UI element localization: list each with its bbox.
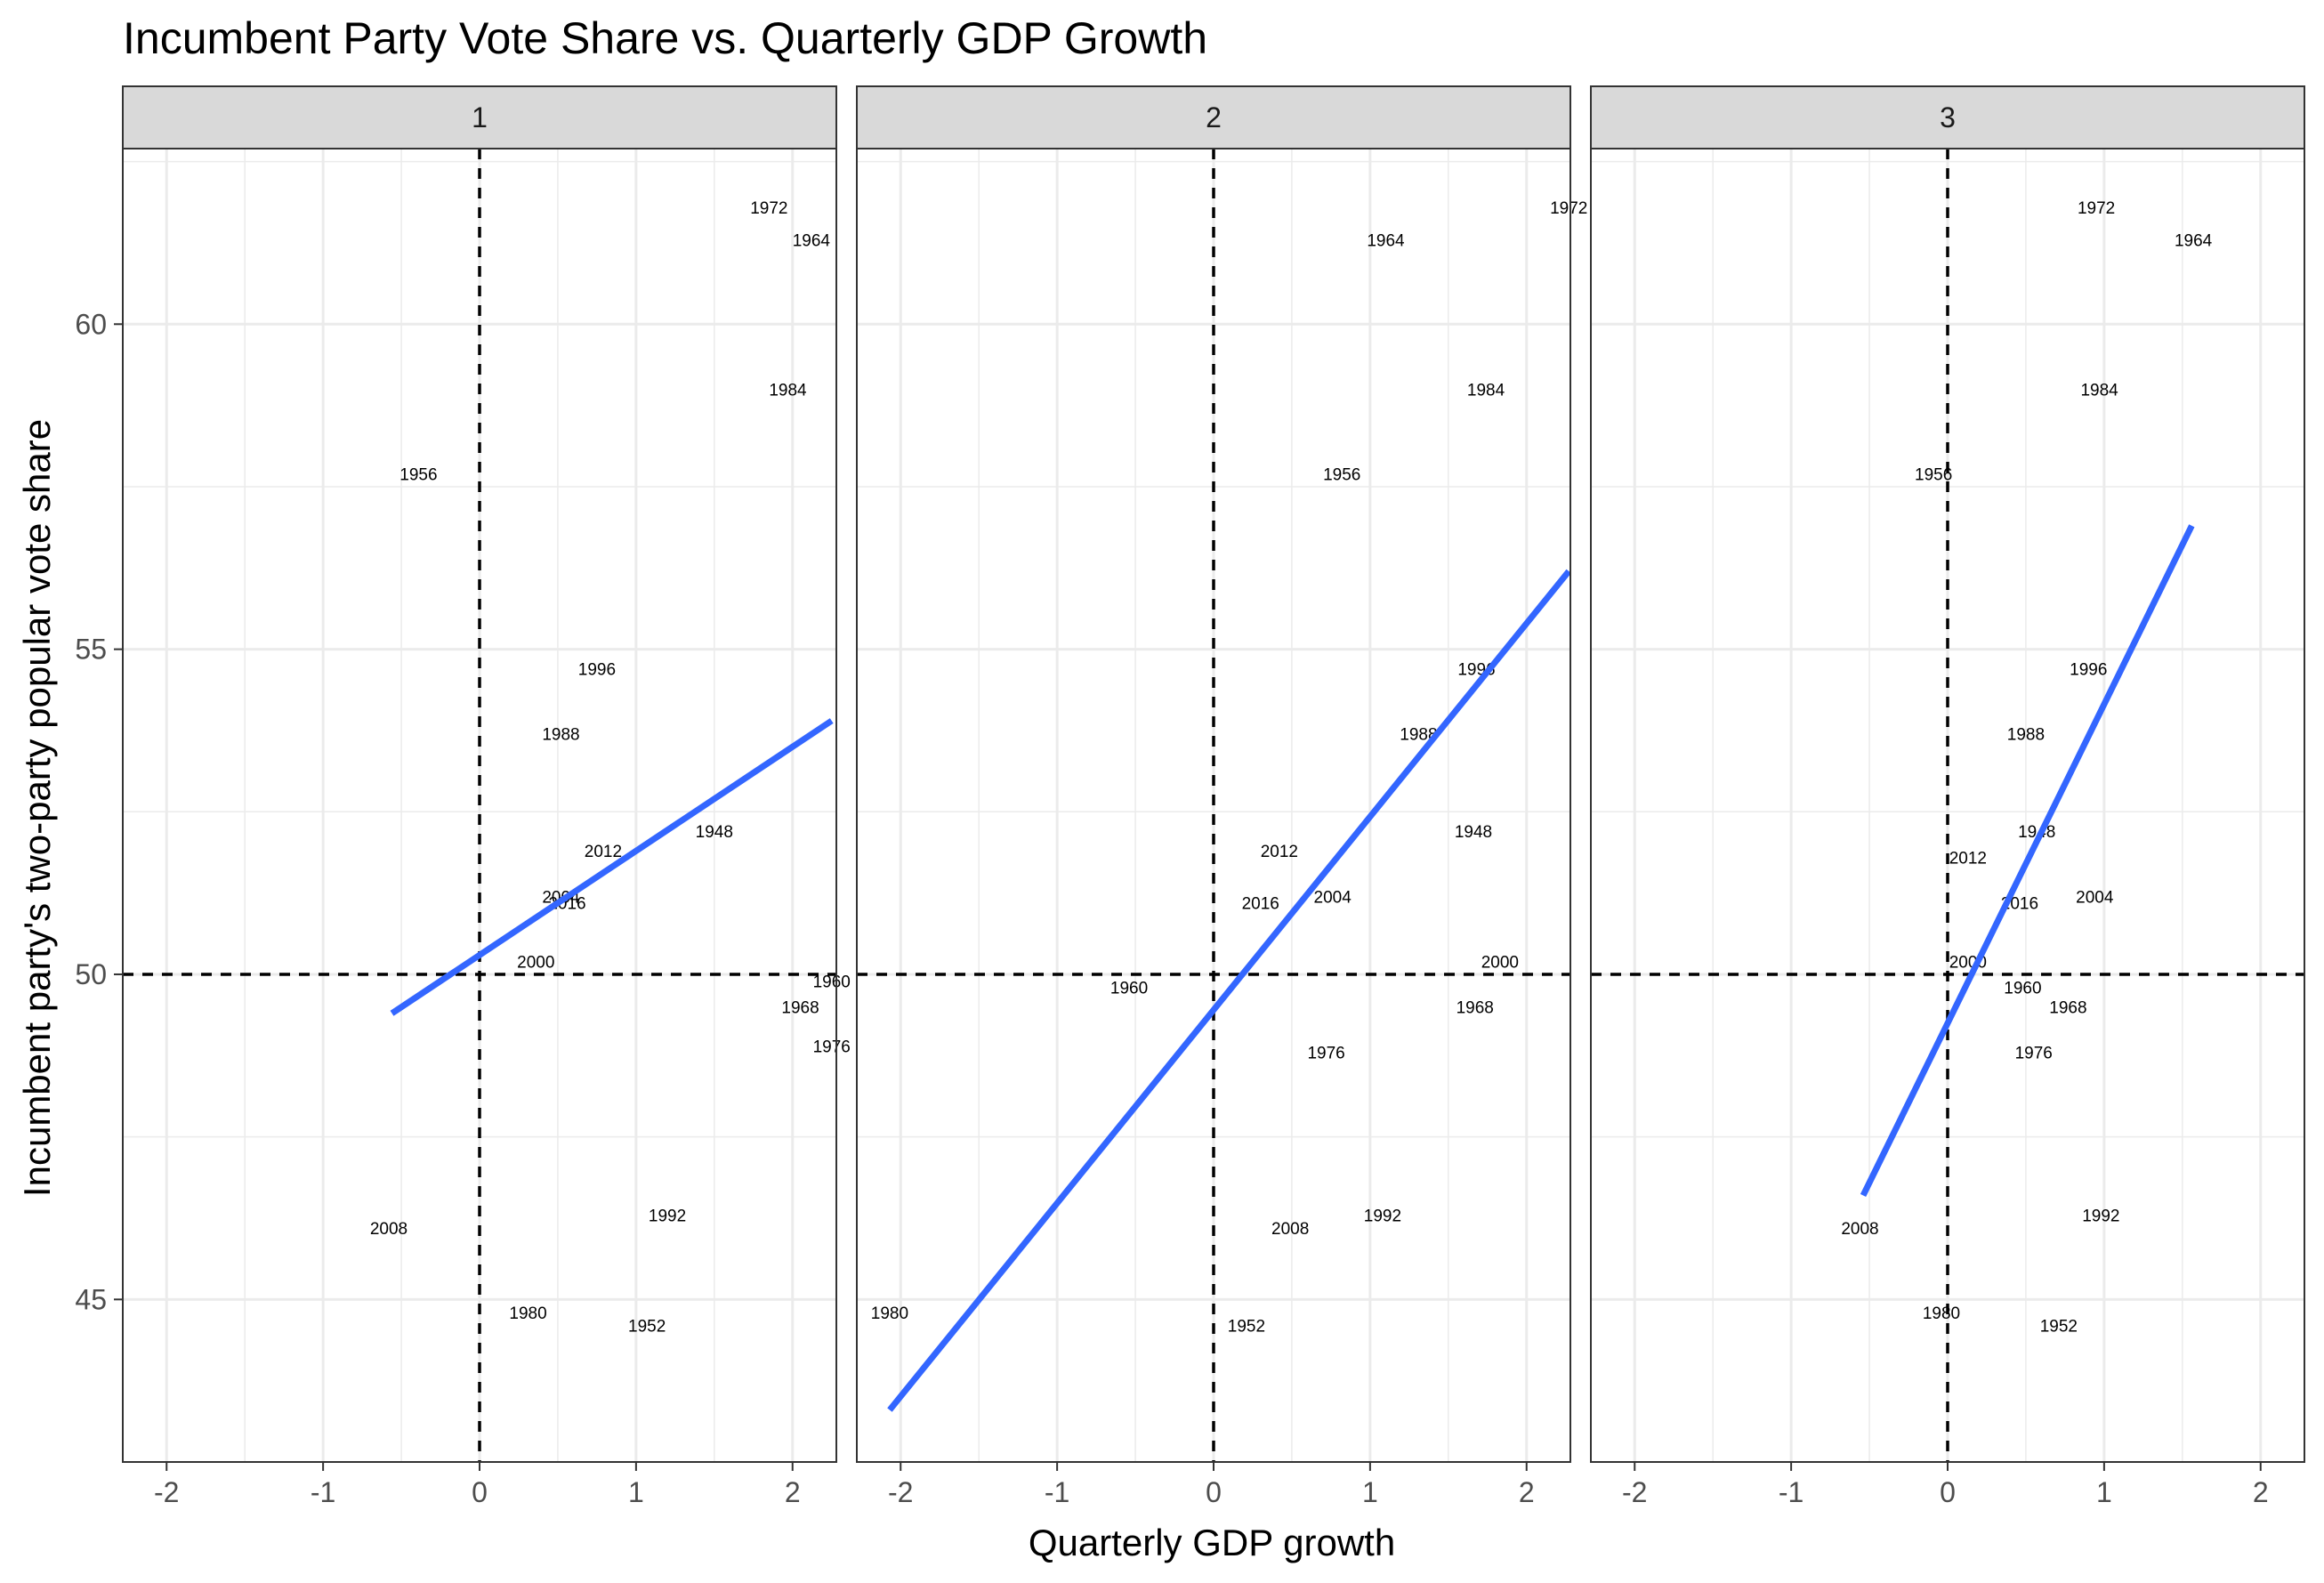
point-label: 2008 <box>1271 1220 1309 1239</box>
x-tick-label: -1 <box>1779 1476 1804 1508</box>
facet-strip <box>122 85 837 149</box>
point-label: 1992 <box>1364 1207 1401 1225</box>
point-label: 1952 <box>628 1318 666 1337</box>
point-label: 1992 <box>2082 1207 2119 1225</box>
x-axis-title: Quarterly GDP growth <box>1029 1522 1395 1563</box>
point-label: 2016 <box>1242 895 1279 914</box>
point-label: 1996 <box>2070 661 2107 680</box>
point-label: 1984 <box>1467 381 1505 400</box>
facet-strip-label: 1 <box>472 101 488 133</box>
x-tick-label: 0 <box>472 1476 488 1508</box>
chart-title: Incumbent Party Vote Share vs. Quarterly… <box>123 13 1207 63</box>
point-label: 1968 <box>2049 999 2086 1018</box>
y-tick-label: 45 <box>75 1283 107 1315</box>
point-label: 1980 <box>871 1304 908 1323</box>
point-label: 2012 <box>1949 849 1987 868</box>
point-label: 2008 <box>370 1220 408 1239</box>
x-tick-label: -2 <box>888 1476 913 1508</box>
point-label: 1964 <box>793 231 831 250</box>
panel-2: 1972196419841956199619881948201220042016… <box>856 85 1587 1508</box>
point-label: 1968 <box>781 999 819 1018</box>
x-tick-label: -2 <box>1622 1476 1647 1508</box>
point-label: 1984 <box>769 381 807 400</box>
point-label: 1988 <box>542 726 579 745</box>
panel-3: 1972196419841956199619881948201220042016… <box>1590 85 2305 1508</box>
point-label: 1952 <box>2040 1318 2078 1337</box>
x-tick-label: 1 <box>2096 1476 2112 1508</box>
point-label: 2000 <box>517 953 554 972</box>
point-label: 1976 <box>2015 1045 2053 1063</box>
point-label: 1960 <box>1110 980 1148 998</box>
point-label: 1960 <box>2004 980 2041 998</box>
x-tick-label: 0 <box>1206 1476 1222 1508</box>
facet-strip <box>856 85 1571 149</box>
y-tick-label: 55 <box>75 634 107 666</box>
point-label: 1996 <box>578 661 616 680</box>
point-label: 1948 <box>1455 823 1492 842</box>
panels: 1972196419841956199619881948201220042016… <box>75 85 2305 1508</box>
point-label: 1956 <box>399 465 437 484</box>
point-label: 1972 <box>750 199 787 218</box>
point-label: 2004 <box>2076 888 2114 907</box>
point-label: 2000 <box>1481 953 1519 972</box>
point-label: 2008 <box>1841 1220 1878 1239</box>
point-label: 1972 <box>1550 199 1587 218</box>
x-tick-label: 1 <box>1362 1476 1378 1508</box>
x-tick-label: 1 <box>628 1476 644 1508</box>
point-label: 1956 <box>1915 465 1952 484</box>
point-label: 1964 <box>1367 231 1405 250</box>
point-label: 2012 <box>585 843 622 861</box>
point-label: 1976 <box>813 1038 851 1056</box>
x-tick-label: 2 <box>1519 1476 1535 1508</box>
point-label: 1960 <box>813 973 851 991</box>
point-label: 1948 <box>696 823 733 842</box>
trend-line <box>390 718 834 1016</box>
point-label: 1964 <box>2175 231 2213 250</box>
trend-line <box>1860 524 2195 1197</box>
point-label: 1968 <box>1457 999 1494 1018</box>
x-tick-label: -1 <box>1045 1476 1069 1508</box>
point-label: 1992 <box>649 1207 686 1225</box>
x-tick-label: -2 <box>154 1476 179 1508</box>
point-label: 1952 <box>1228 1318 1265 1337</box>
y-tick-label: 50 <box>75 958 107 990</box>
point-label: 1980 <box>509 1304 546 1323</box>
x-tick-label: 0 <box>1940 1476 1956 1508</box>
facet-strip <box>1590 85 2305 149</box>
point-label: 1972 <box>2078 199 2115 218</box>
x-tick-label: -1 <box>311 1476 335 1508</box>
y-axis-title: Incumbent party's two-party popular vote… <box>16 419 58 1197</box>
point-label: 1976 <box>1307 1045 1344 1063</box>
facet-strip-label: 2 <box>1206 101 1222 133</box>
point-label: 1988 <box>1400 726 1437 745</box>
facet-strip-label: 3 <box>1940 101 1956 133</box>
point-label: 1956 <box>1323 465 1360 484</box>
point-label: 1980 <box>1923 1304 1960 1323</box>
point-label: 1988 <box>2007 726 2045 745</box>
point-label: 1984 <box>2080 381 2118 400</box>
point-label: 2012 <box>1261 843 1298 861</box>
trend-line <box>887 569 1571 1412</box>
panel-1: 1972196419841956199619881948201220042016… <box>75 85 851 1508</box>
x-tick-label: 2 <box>785 1476 801 1508</box>
y-tick-label: 60 <box>75 308 107 340</box>
point-label: 2004 <box>1314 888 1352 907</box>
x-tick-label: 2 <box>2253 1476 2269 1508</box>
